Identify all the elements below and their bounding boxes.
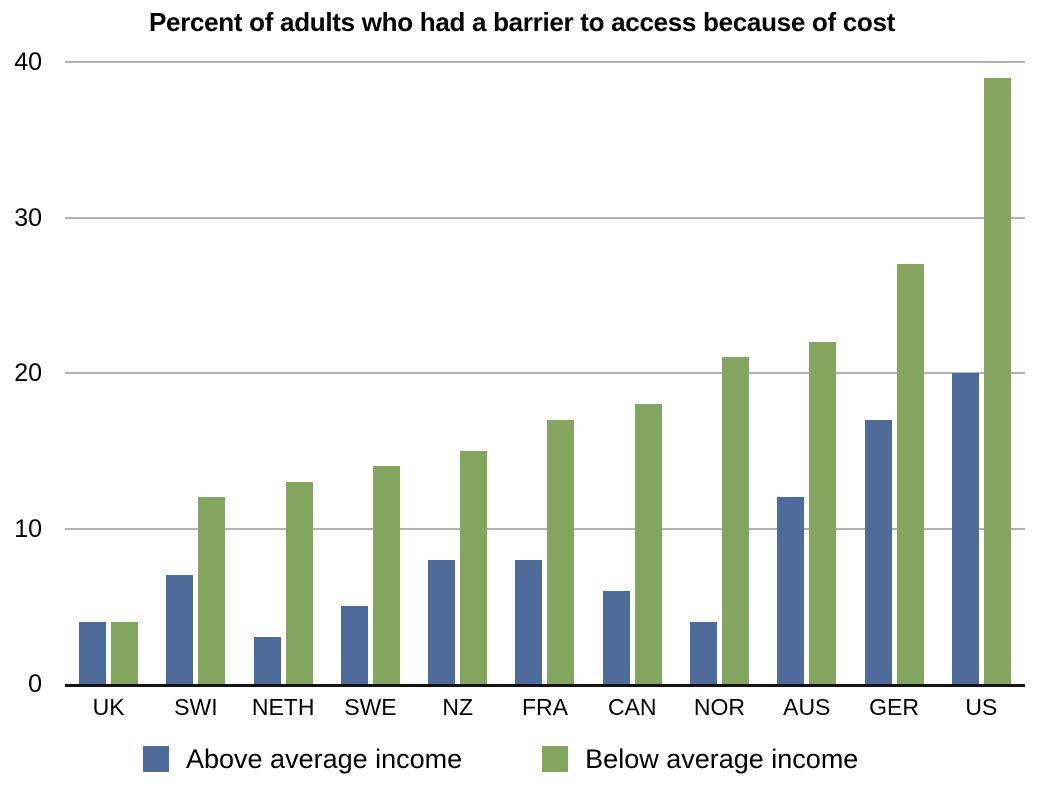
gridline-20 <box>65 372 1025 374</box>
x-tick-label-us: US <box>965 694 998 720</box>
bar-group-aus <box>763 62 850 684</box>
x-tick-label-nor: NOR <box>693 694 746 720</box>
bar-above-average-income-aus <box>777 497 805 684</box>
bar-below-average-income-swe <box>372 466 400 684</box>
bar-below-average-income-nor <box>721 357 749 684</box>
legend-swatch-below-average-income <box>542 746 569 772</box>
bar-below-average-income-us <box>983 78 1011 684</box>
bar-group-nor <box>676 62 763 684</box>
y-tick-label-20: 20 <box>14 359 42 387</box>
chart-title: Percent of adults who had a barrier to a… <box>148 7 896 37</box>
bar-group-swe <box>327 62 414 684</box>
x-tick-label-fra: FRA <box>521 694 568 720</box>
bar-above-average-income-uk <box>79 622 107 684</box>
bar-group-neth <box>240 62 327 684</box>
bar-below-average-income-ger <box>896 264 924 684</box>
bar-below-average-income-nz <box>460 451 488 684</box>
plot-area <box>65 61 1025 687</box>
y-tick-label-40: 40 <box>14 48 42 76</box>
y-tick-label-0: 0 <box>28 670 42 698</box>
legend: Above average income Below average incom… <box>143 744 858 774</box>
x-tick-label-can: CAN <box>607 694 657 720</box>
bar-below-average-income-can <box>634 404 662 684</box>
x-tick-label-swi: SWI <box>174 694 218 720</box>
x-tick-label-uk: UK <box>92 694 125 720</box>
x-tick-label-ger: GER <box>869 694 919 720</box>
bar-below-average-income-fra <box>547 420 575 684</box>
bar-group-ger <box>850 62 937 684</box>
legend-label-above-average-income: Above average income <box>186 744 463 774</box>
x-tick-label-neth: NETH <box>251 694 315 720</box>
legend-swatch-above-average-income <box>143 746 169 772</box>
legend-item-below-average-income: Below average income <box>542 744 858 774</box>
bar-above-average-income-fra <box>515 560 543 684</box>
bar-above-average-income-nz <box>428 560 456 684</box>
bar-group-swi <box>152 62 239 684</box>
bar-above-average-income-us <box>951 373 979 684</box>
bar-above-average-income-swi <box>166 575 194 684</box>
bar-group-nz <box>414 62 501 684</box>
bar-above-average-income-ger <box>864 420 892 684</box>
gridline-10 <box>65 528 1025 530</box>
x-axis-labels: UK SWI NETH SWE NZ FRA CAN NOR AUS GER US <box>65 694 1025 720</box>
bar-group-can <box>589 62 676 684</box>
x-tick-label-nz: NZ <box>442 694 474 720</box>
y-tick-label-30: 30 <box>14 204 42 232</box>
bar-group-fra <box>501 62 588 684</box>
bar-group-us <box>938 62 1025 684</box>
bar-above-average-income-nor <box>689 622 717 684</box>
bars-row <box>65 62 1025 684</box>
legend-item-above-average-income: Above average income <box>143 744 462 774</box>
bar-below-average-income-uk <box>111 622 139 684</box>
x-tick-label-aus: AUS <box>783 694 831 720</box>
x-tick-label-swe: SWE <box>344 694 397 720</box>
gridline-40 <box>65 61 1025 63</box>
bar-below-average-income-swi <box>198 497 226 684</box>
bar-group-uk <box>65 62 152 684</box>
bar-above-average-income-neth <box>253 637 281 684</box>
y-tick-label-10: 10 <box>14 515 42 543</box>
gridline-30 <box>65 217 1025 219</box>
bar-below-average-income-neth <box>285 482 313 684</box>
bar-above-average-income-can <box>602 591 630 684</box>
bar-below-average-income-aus <box>809 342 837 684</box>
legend-label-below-average-income: Below average income <box>585 744 859 774</box>
bar-above-average-income-swe <box>340 606 368 684</box>
